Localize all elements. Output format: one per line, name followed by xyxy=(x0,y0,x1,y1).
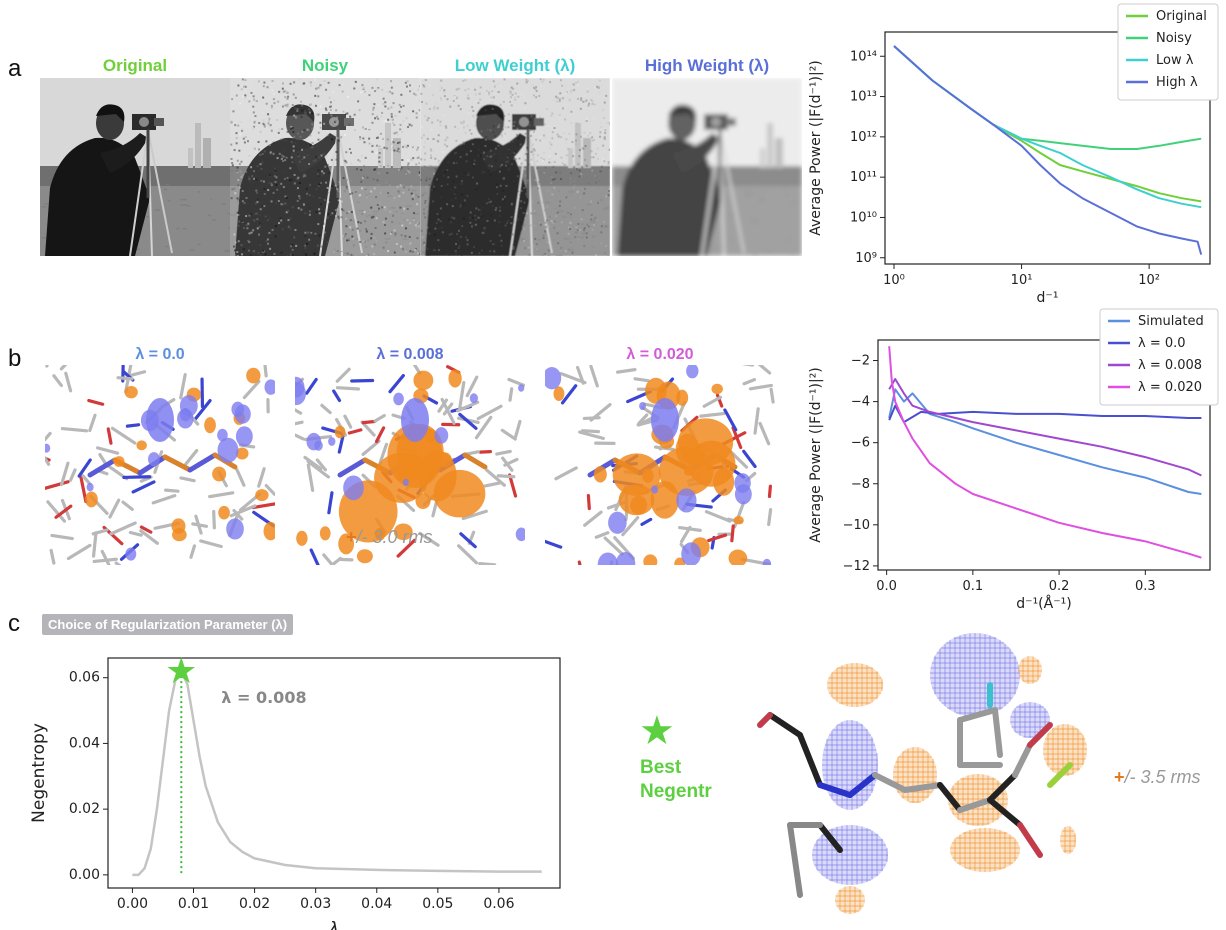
y-axis-label: Negentropy xyxy=(29,723,49,823)
y-axis-label: Average Power (|F(d⁻¹)|²) xyxy=(808,367,824,543)
power-spectrum-maps-chart: 0.0 0.1 0.2 0.3 −2 −4 −6 −8 −10 −12 d⁻¹(Å⁻¹) Averag… xyxy=(808,308,1219,610)
contour-plus-c: + xyxy=(1114,767,1125,787)
series-line xyxy=(893,45,1203,255)
y-tick-label: 10¹² xyxy=(850,130,877,145)
density-map-lambda-0020 xyxy=(545,365,775,565)
orange-mesh xyxy=(950,828,1020,872)
legend-label: Low λ xyxy=(1156,53,1194,68)
map-title-lambda-0008: λ = 0.008 xyxy=(376,346,444,363)
y-tick-label: 10⁹ xyxy=(855,251,877,266)
image-title-original: Original xyxy=(102,56,168,75)
ligand-density-render xyxy=(730,625,1110,915)
blue-mesh xyxy=(1010,702,1050,738)
y-tick-label: 10¹¹ xyxy=(850,170,877,185)
legend-label: λ = 0.0 xyxy=(1138,336,1186,351)
y-tick-label: −10 xyxy=(843,518,870,533)
contour-rest-b: /- 3.0 rms xyxy=(356,527,433,547)
legend-label: λ = 0.020 xyxy=(1138,380,1202,395)
image-title-low-weight: Low Weight (λ) xyxy=(454,56,576,75)
contour-level-label-c: +/- 3.5 rms xyxy=(1114,767,1201,788)
y-tick-label: −6 xyxy=(851,436,870,451)
series-line xyxy=(888,346,1202,559)
negentropy-chart: 0.00 0.01 0.02 0.03 0.04 0.05 0.06 0.00 0.02 0.04… xyxy=(29,651,561,930)
photo-high-weight xyxy=(612,78,802,256)
plot-frame xyxy=(877,339,1211,571)
image-title-high-weight: High Weight (λ) xyxy=(644,56,770,75)
y-tick-label: 0.06 xyxy=(69,670,100,686)
x-tick-label: 0.06 xyxy=(483,896,514,912)
panel-label-c: c xyxy=(8,610,20,637)
x-tick-label: 0.3 xyxy=(1135,579,1156,594)
x-tick-label: 0.01 xyxy=(178,896,209,912)
series-line xyxy=(888,378,1202,477)
y-tick-label: 0.04 xyxy=(69,735,100,751)
orange-mesh xyxy=(893,747,937,803)
series-line xyxy=(132,669,542,877)
legend-label: Original xyxy=(1156,9,1207,24)
power-spectrum-images-chart: 10⁰ 10¹ 10² 10⁹ 10¹⁰ 10¹¹ 10¹² 10¹³ 10¹⁴ d⁻¹ Avera… xyxy=(808,3,1219,306)
best-star-marker: ★ xyxy=(165,651,197,692)
photo-original xyxy=(40,78,230,256)
x-tick-label: 0.03 xyxy=(300,896,331,912)
contour-plus-b: + xyxy=(346,527,357,547)
y-axis-label: Average Power (|F(d⁻¹)|²) xyxy=(808,60,824,236)
image-title-noisy: Noisy xyxy=(301,56,349,75)
plot-frame xyxy=(884,31,1211,265)
x-axis-label: d⁻¹(Å⁻¹) xyxy=(1016,595,1071,610)
blue-mesh xyxy=(930,633,1020,717)
x-tick-label: 10² xyxy=(1138,273,1160,288)
x-tick-label: 0.05 xyxy=(422,896,453,912)
y-tick-label: 0.00 xyxy=(69,867,100,883)
y-tick-label: 10¹⁰ xyxy=(850,210,877,225)
y-tick-label: 0.02 xyxy=(69,801,100,817)
x-tick-label: 0.2 xyxy=(1049,579,1070,594)
y-tick-label: 10¹⁴ xyxy=(850,49,877,64)
x-axis-label: λ xyxy=(328,919,339,930)
best-label-line1: Best xyxy=(640,757,682,778)
map-title-lambda-0020: λ = 0.020 xyxy=(626,346,694,363)
y-tick-label: −4 xyxy=(851,395,870,410)
series-line xyxy=(888,388,1202,495)
panel-label-b: b xyxy=(8,345,22,372)
orange-mesh xyxy=(1018,656,1042,684)
x-tick-label: 10¹ xyxy=(1011,273,1033,288)
x-tick-label: 0.04 xyxy=(361,896,392,912)
lambda-annotation: λ = 0.008 xyxy=(221,688,306,707)
panel-label-a: a xyxy=(8,55,22,82)
photo-low-weight xyxy=(420,78,610,256)
legend-label: λ = 0.008 xyxy=(1138,358,1202,373)
legend-box xyxy=(1099,308,1219,406)
legend-label: Simulated xyxy=(1138,314,1204,329)
legend-label: High λ xyxy=(1156,75,1198,90)
legend-box xyxy=(1117,3,1219,101)
orange-mesh xyxy=(948,774,1008,826)
x-tick-label: 0.0 xyxy=(876,579,897,594)
density-map-lambda-0008 xyxy=(295,365,525,565)
orange-mesh xyxy=(835,886,865,914)
plot-frame xyxy=(107,657,561,889)
y-tick-label: −8 xyxy=(851,477,870,492)
y-tick-label: −12 xyxy=(843,559,870,574)
best-negentropy-label: Best Negentr xyxy=(640,756,712,804)
x-tick-label: 10⁰ xyxy=(883,273,905,288)
x-tick-label: 0.02 xyxy=(239,896,270,912)
x-axis-label: d⁻¹ xyxy=(1037,290,1059,306)
y-tick-label: −2 xyxy=(851,354,870,369)
contour-level-label-b: +/- 3.0 rms xyxy=(346,527,433,548)
legend-label: Noisy xyxy=(1156,31,1192,46)
photo-noisy xyxy=(230,78,420,256)
best-star-icon: ★ xyxy=(639,709,675,753)
best-label-line2: Negentr xyxy=(640,781,712,802)
map-title-lambda-0: λ = 0.0 xyxy=(135,346,185,363)
x-tick-label: 0.1 xyxy=(963,579,984,594)
orange-mesh xyxy=(827,663,883,707)
y-tick-label: 10¹³ xyxy=(850,90,877,105)
density-map-lambda-0 xyxy=(45,365,275,565)
contour-rest-c: /- 3.5 rms xyxy=(1124,767,1201,787)
orange-mesh xyxy=(1060,826,1076,854)
x-tick-label: 0.00 xyxy=(117,896,148,912)
regularization-chip: Choice of Regularization Parameter (λ) xyxy=(42,614,294,635)
